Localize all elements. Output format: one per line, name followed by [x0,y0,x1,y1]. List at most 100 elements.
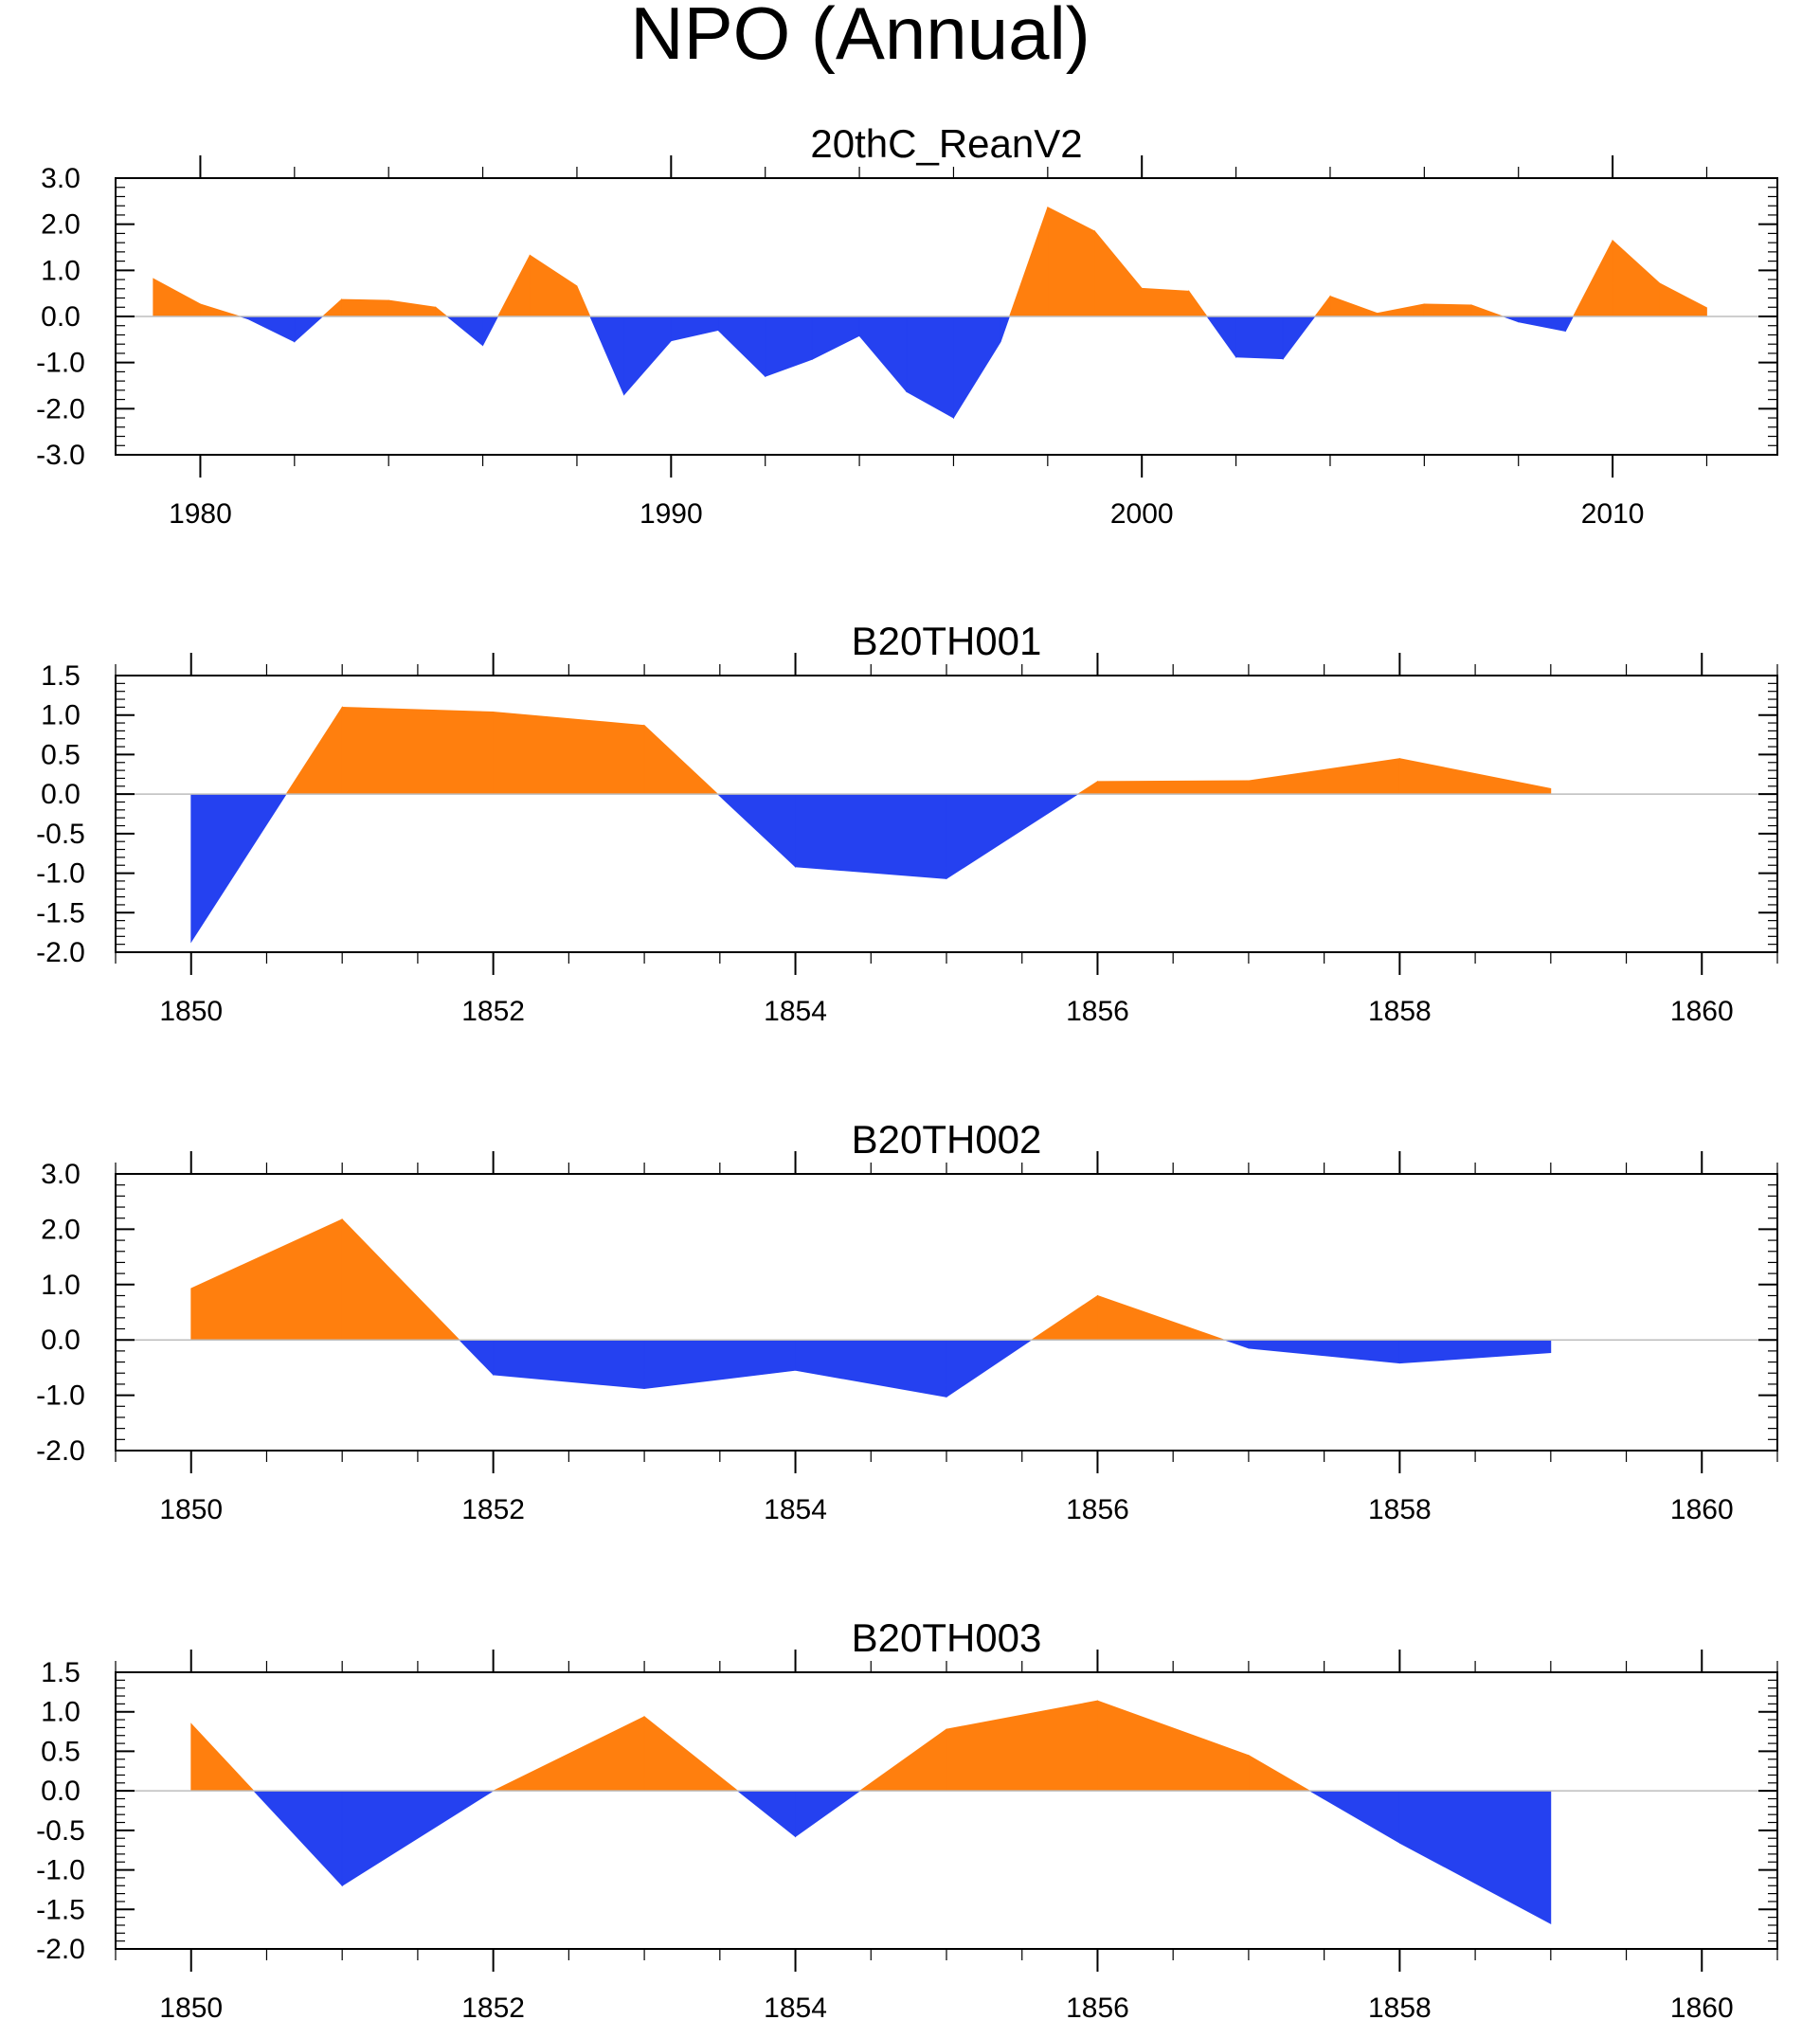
panel-title: B20TH002 [852,1117,1042,1162]
positive-area-segment [387,299,437,317]
positive-area-segment [1423,303,1472,317]
chart-panel-4: B20TH003 -2.0 -1.5 -1.0 -0.5 0.0 0.5 1.0 1.5 1850… [36,1615,1778,2024]
y-tick-label: 0.0 [41,1325,81,1356]
positive-area-segment [1248,758,1400,795]
x-tick-label: 1854 [764,1494,827,1525]
figure-title: NPO (Annual) [630,0,1090,75]
y-tick-label: 3.0 [41,163,81,194]
negative-area-segment [795,793,947,879]
positive-area-segment [435,306,448,317]
negative-area-segment [1398,1790,1552,1924]
x-tick-label: 1852 [461,996,525,1027]
positive-area-segment [1377,303,1425,317]
x-tick-label: 1860 [1670,1993,1734,2024]
x-tick-label: 1858 [1368,996,1432,1027]
positive-area-segment [643,724,719,795]
negative-area-segment [341,1790,496,1886]
negative-area-segment [294,316,324,343]
positive-area-segment [643,1715,739,1792]
y-tick-label: 0.5 [41,1736,81,1767]
positive-area-segment [1097,1700,1250,1792]
y-tick-label: -2.0 [36,1934,85,1965]
x-tick-label: 1860 [1670,1494,1734,1525]
positive-area-segment [321,298,342,317]
positive-area-segment [1314,295,1331,317]
x-tick-label: 1850 [159,1993,223,2024]
y-tick-label: 1.0 [41,1697,81,1728]
y-tick-label: -0.5 [36,819,85,850]
negative-area-segment [1248,1339,1400,1364]
negative-area-segment [190,793,287,944]
negative-area-segment [1565,316,1575,332]
negative-area-segment [1000,316,1011,342]
y-tick-label: -1.0 [36,858,85,890]
positive-area-segment [1141,287,1190,317]
negative-area-segment [1398,1339,1552,1364]
positive-area-segment [190,1722,255,1792]
positive-area-segment [1659,282,1707,317]
positive-area-segment [341,1217,460,1341]
x-tick-label: 1854 [764,1993,827,2024]
positive-area-segment [1612,239,1661,317]
positive-area-segment [1097,1294,1225,1341]
positive-area-segment [190,1218,343,1341]
positive-area-segment [341,298,389,317]
x-tick-label: 1858 [1368,1993,1432,2024]
x-tick-label: 1852 [461,1993,525,2024]
positive-area-segment [1097,780,1250,795]
negative-area-segment [643,1339,796,1390]
positive-area-segment [1094,229,1143,317]
y-tick-label: 1.0 [41,700,81,731]
negative-area-segment [795,1790,861,1838]
negative-area-segment [906,316,954,419]
panel-title: B20TH001 [852,619,1042,663]
negative-area-segment [858,316,908,393]
positive-area-segment [1329,296,1379,317]
y-tick-label: -1.5 [36,1894,85,1925]
chart-panel-1: 20thC_ReanV2 -3.0 -2.0 -1.0 0.0 1.0 2.0 3.0 1980… [36,121,1778,530]
negative-area-segment [670,316,719,342]
y-tick-label: -2.0 [36,393,85,424]
y-tick-label: 0.5 [41,739,81,770]
x-tick-label: 1860 [1670,996,1734,1027]
x-tick-label: 2010 [1581,498,1645,530]
negative-area-segment [736,1790,796,1838]
positive-area-segment [529,254,578,317]
x-tick-label: 1858 [1368,1494,1432,1525]
x-tick-label: 1850 [159,1494,223,1525]
negative-area-segment [946,1339,1034,1398]
y-tick-label: 0.0 [41,301,81,333]
positive-area-segment [153,278,201,317]
y-tick-label: -2.0 [36,1435,85,1467]
y-tick-label: 1.0 [41,1270,81,1301]
positive-area-segment [576,285,591,317]
positive-area-segment [1572,240,1613,317]
x-tick-label: 1854 [764,996,827,1027]
positive-area-segment [285,706,343,795]
negative-area-segment [716,793,796,868]
negative-area-segment [623,316,672,396]
negative-area-segment [493,1339,645,1390]
negative-area-segment [765,316,813,377]
negative-area-segment [1235,316,1284,360]
negative-area-segment [246,316,296,343]
positive-area-segment [1030,1294,1098,1341]
chart-panel-3: B20TH002 -2.0 -1.0 0.0 1.0 2.0 3.0 1850 1852 1854… [36,1117,1778,1525]
positive-area-segment [496,255,531,317]
x-tick-label: 1856 [1066,1494,1129,1525]
positive-area-segment [1008,207,1049,317]
positive-area-segment [200,303,241,317]
panel-title: 20thC_ReanV2 [810,121,1082,166]
negative-area-segment [1282,316,1316,360]
negative-area-segment [252,1790,343,1887]
y-tick-label: -3.0 [36,440,85,471]
x-tick-label: 1856 [1066,996,1129,1027]
y-tick-label: 1.5 [41,660,81,692]
y-tick-label: -1.0 [36,348,85,379]
y-tick-label: 1.0 [41,255,81,286]
negative-area-segment [589,316,625,395]
positive-area-segment [1047,207,1095,317]
y-tick-label: 0.0 [41,779,81,810]
negative-area-segment [1518,316,1566,333]
